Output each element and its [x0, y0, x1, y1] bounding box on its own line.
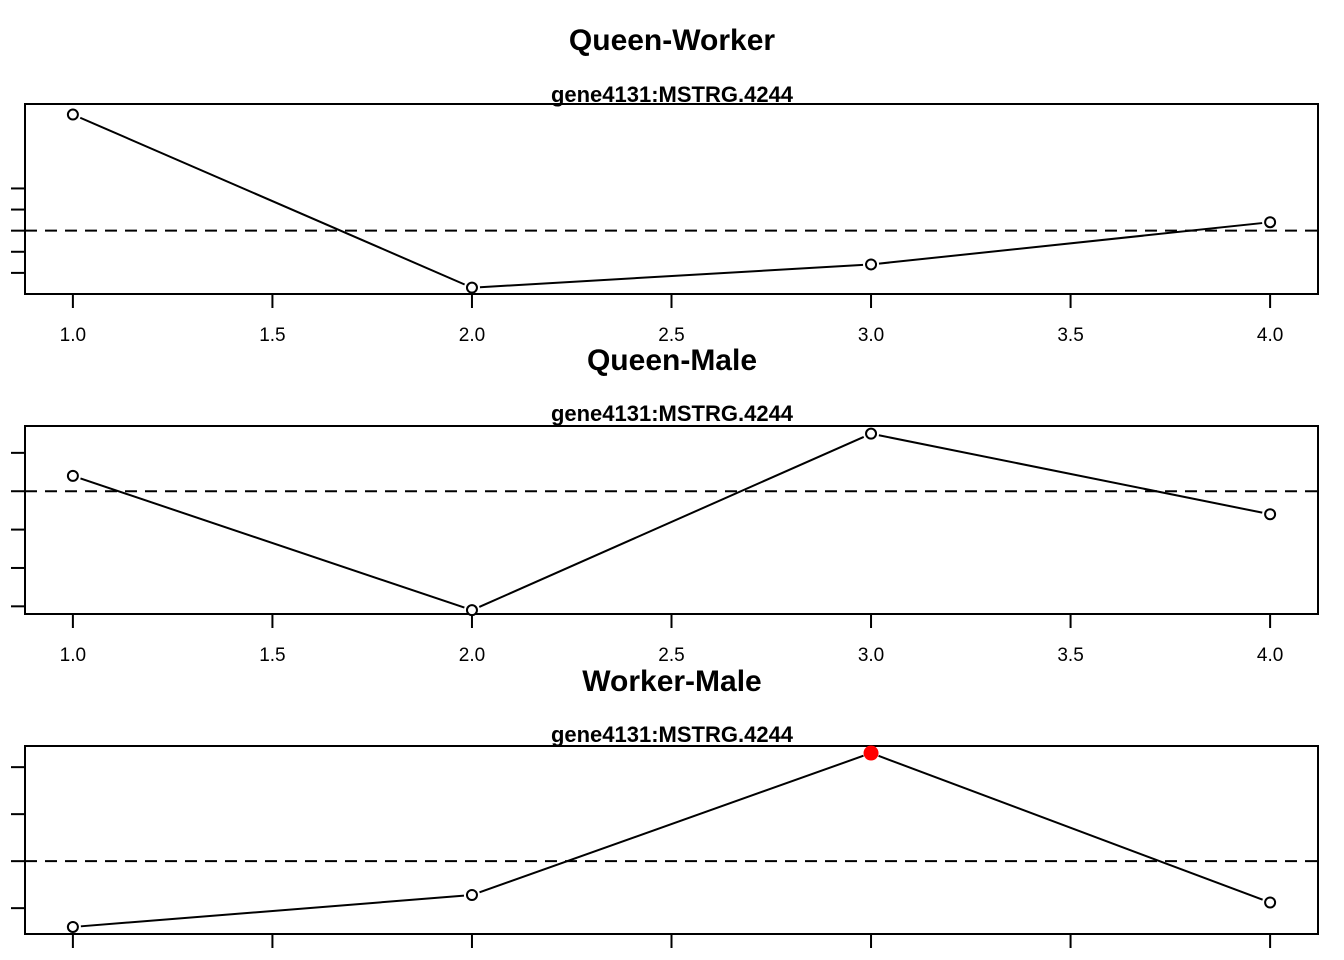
series-segment — [79, 116, 466, 286]
data-point — [66, 108, 79, 121]
data-point — [1264, 896, 1277, 909]
data-point — [1264, 508, 1277, 521]
series-segment — [80, 477, 465, 609]
panel-queen-male: Queen-Male gene4131:MSTRG.4244 — [551, 344, 794, 426]
data-point — [465, 604, 478, 617]
x-tick-label: 1.5 — [259, 645, 285, 666]
panel-title: Worker-Male — [582, 665, 762, 698]
plot-panel: 1.0 1.5 2.0 2.5 3.0 3.5 4.0 — [11, 103, 1319, 346]
x-tick-label: 2.5 — [658, 645, 684, 666]
plot-panel: 1.0 1.5 2.0 2.5 3.0 3.5 4.0 — [11, 425, 1319, 666]
panel-title: Queen-Worker — [569, 24, 775, 57]
x-tick-label: 3.5 — [1057, 325, 1083, 346]
x-tick-label: 2.5 — [658, 325, 684, 346]
series-segment — [80, 894, 465, 928]
highlighted-data-point — [863, 745, 879, 761]
x-tick-label: 1.5 — [259, 325, 285, 346]
panel-subtitle: gene4131:MSTRG.4244 — [551, 722, 794, 747]
panel-title: Queen-Male — [587, 344, 757, 377]
panel-subtitle: gene4131:MSTRG.4244 — [551, 82, 794, 107]
plot-areas: 1.0 1.5 2.0 2.5 3.0 3.5 4.0 1.0 1.5 2.0 2.5 3.0 3.5 4… — [11, 103, 1319, 948]
plot-panel — [11, 745, 1319, 948]
data-point — [865, 258, 878, 271]
plot-frame — [24, 103, 1319, 295]
data-point — [66, 920, 79, 933]
series-segment — [878, 754, 1263, 901]
series-segment — [878, 222, 1263, 265]
data-point — [465, 888, 478, 901]
plot-frame — [24, 425, 1319, 615]
series-segment — [878, 434, 1263, 514]
plot-frame — [24, 745, 1319, 935]
panel-worker-male: Worker-Male gene4131:MSTRG.4244 — [551, 665, 794, 747]
series-segment — [479, 263, 864, 289]
series-segment — [478, 435, 865, 608]
x-tick-label: 3.0 — [858, 645, 884, 666]
x-tick-label: 4.0 — [1257, 645, 1283, 666]
x-tick-label: 1.0 — [60, 645, 86, 666]
x-tick-label: 3.5 — [1057, 645, 1083, 666]
data-point — [865, 427, 878, 440]
series-segment — [479, 754, 864, 894]
data-point — [1264, 216, 1277, 229]
data-point — [66, 469, 79, 482]
x-tick-label: 1.0 — [60, 325, 86, 346]
x-tick-label: 3.0 — [858, 325, 884, 346]
panel-subtitle: gene4131:MSTRG.4244 — [551, 401, 794, 426]
panel-queen-worker: Queen-Worker gene4131:MSTRG.4244 — [551, 24, 794, 107]
data-point — [465, 281, 478, 294]
x-tick-label: 2.0 — [459, 325, 485, 346]
x-tick-label: 2.0 — [459, 645, 485, 666]
x-tick-label: 4.0 — [1257, 325, 1283, 346]
